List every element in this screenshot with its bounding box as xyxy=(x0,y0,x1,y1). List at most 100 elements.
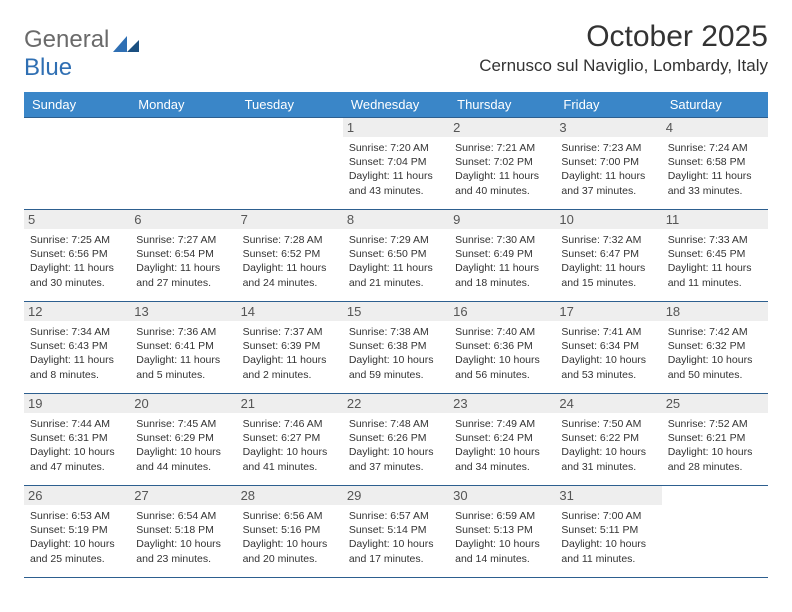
day-info: Sunrise: 7:34 AMSunset: 6:43 PMDaylight:… xyxy=(30,325,124,382)
day-info: Sunrise: 7:42 AMSunset: 6:32 PMDaylight:… xyxy=(668,325,762,382)
calendar-cell: 1 Sunrise: 7:20 AMSunset: 7:04 PMDaylight… xyxy=(343,118,449,210)
calendar-cell xyxy=(130,118,236,210)
calendar-cell: 6 Sunrise: 7:27 AMSunset: 6:54 PMDaylight… xyxy=(130,210,236,302)
day-number: 20 xyxy=(130,394,236,413)
day-info: Sunrise: 7:30 AMSunset: 6:49 PMDaylight:… xyxy=(455,233,549,290)
calendar-cell: 18 Sunrise: 7:42 AMSunset: 6:32 PMDayligh… xyxy=(662,302,768,394)
calendar-row: 12 Sunrise: 7:34 AMSunset: 6:43 PMDayligh… xyxy=(24,302,768,394)
calendar-cell: 11 Sunrise: 7:33 AMSunset: 6:45 PMDayligh… xyxy=(662,210,768,302)
day-number: 21 xyxy=(237,394,343,413)
day-number: 2 xyxy=(449,118,555,137)
calendar-cell: 14 Sunrise: 7:37 AMSunset: 6:39 PMDayligh… xyxy=(237,302,343,394)
calendar-cell: 25 Sunrise: 7:52 AMSunset: 6:21 PMDayligh… xyxy=(662,394,768,486)
calendar-cell: 5 Sunrise: 7:25 AMSunset: 6:56 PMDaylight… xyxy=(24,210,130,302)
day-info: Sunrise: 7:25 AMSunset: 6:56 PMDaylight:… xyxy=(30,233,124,290)
day-number: 17 xyxy=(555,302,661,321)
day-info: Sunrise: 7:52 AMSunset: 6:21 PMDaylight:… xyxy=(668,417,762,474)
day-info: Sunrise: 7:36 AMSunset: 6:41 PMDaylight:… xyxy=(136,325,230,382)
day-info: Sunrise: 6:59 AMSunset: 5:13 PMDaylight:… xyxy=(455,509,549,566)
calendar-cell: 10 Sunrise: 7:32 AMSunset: 6:47 PMDayligh… xyxy=(555,210,661,302)
day-number: 18 xyxy=(662,302,768,321)
day-info: Sunrise: 7:21 AMSunset: 7:02 PMDaylight:… xyxy=(455,141,549,198)
day-number: 31 xyxy=(555,486,661,505)
day-info: Sunrise: 7:28 AMSunset: 6:52 PMDaylight:… xyxy=(243,233,337,290)
day-number: 7 xyxy=(237,210,343,229)
day-info: Sunrise: 6:53 AMSunset: 5:19 PMDaylight:… xyxy=(30,509,124,566)
day-number: 1 xyxy=(343,118,449,137)
calendar-cell: 7 Sunrise: 7:28 AMSunset: 6:52 PMDaylight… xyxy=(237,210,343,302)
calendar-cell: 24Sunrise: 7:50 AMSunset: 6:22 PMDayligh… xyxy=(555,394,661,486)
day-number: 6 xyxy=(130,210,236,229)
calendar-cell: 2 Sunrise: 7:21 AMSunset: 7:02 PMDaylight… xyxy=(449,118,555,210)
day-number: 8 xyxy=(343,210,449,229)
calendar-cell: 27Sunrise: 6:54 AMSunset: 5:18 PMDayligh… xyxy=(130,486,236,578)
day-number: 19 xyxy=(24,394,130,413)
day-header: Saturday xyxy=(662,92,768,118)
day-info: Sunrise: 7:45 AMSunset: 6:29 PMDaylight:… xyxy=(136,417,230,474)
day-info: Sunrise: 7:41 AMSunset: 6:34 PMDaylight:… xyxy=(561,325,655,382)
day-info: Sunrise: 7:20 AMSunset: 7:04 PMDaylight:… xyxy=(349,141,443,198)
calendar-cell: 4Sunrise: 7:24 AMSunset: 6:58 PMDaylight… xyxy=(662,118,768,210)
calendar-cell: 16 Sunrise: 7:40 AMSunset: 6:36 PMDayligh… xyxy=(449,302,555,394)
calendar-cell: 3Sunrise: 7:23 AMSunset: 7:00 PMDaylight… xyxy=(555,118,661,210)
day-number: 26 xyxy=(24,486,130,505)
day-info: Sunrise: 7:38 AMSunset: 6:38 PMDaylight:… xyxy=(349,325,443,382)
calendar-row: 5 Sunrise: 7:25 AMSunset: 6:56 PMDaylight… xyxy=(24,210,768,302)
day-info: Sunrise: 7:33 AMSunset: 6:45 PMDaylight:… xyxy=(668,233,762,290)
day-info: Sunrise: 7:32 AMSunset: 6:47 PMDaylight:… xyxy=(561,233,655,290)
calendar-row: 19 Sunrise: 7:44 AMSunset: 6:31 PMDayligh… xyxy=(24,394,768,486)
day-info: Sunrise: 6:57 AMSunset: 5:14 PMDaylight:… xyxy=(349,509,443,566)
day-info: Sunrise: 7:00 AMSunset: 5:11 PMDaylight:… xyxy=(561,509,655,566)
day-number: 22 xyxy=(343,394,449,413)
calendar-cell: 21 Sunrise: 7:46 AMSunset: 6:27 PMDayligh… xyxy=(237,394,343,486)
day-info: Sunrise: 7:24 AMSunset: 6:58 PMDaylight:… xyxy=(668,141,762,198)
calendar-cell: 28Sunrise: 6:56 AMSunset: 5:16 PMDayligh… xyxy=(237,486,343,578)
location: Cernusco sul Naviglio, Lombardy, Italy xyxy=(479,56,768,76)
month-title: October 2025 xyxy=(479,20,768,54)
day-header: Wednesday xyxy=(343,92,449,118)
day-info: Sunrise: 7:46 AMSunset: 6:27 PMDaylight:… xyxy=(243,417,337,474)
calendar-cell: 22Sunrise: 7:48 AMSunset: 6:26 PMDayligh… xyxy=(343,394,449,486)
calendar-row: 1 Sunrise: 7:20 AMSunset: 7:04 PMDaylight… xyxy=(24,118,768,210)
day-info: Sunrise: 7:44 AMSunset: 6:31 PMDaylight:… xyxy=(30,417,124,474)
calendar-table: SundayMondayTuesdayWednesdayThursdayFrid… xyxy=(24,92,768,578)
day-info: Sunrise: 7:27 AMSunset: 6:54 PMDaylight:… xyxy=(136,233,230,290)
calendar-cell: 19 Sunrise: 7:44 AMSunset: 6:31 PMDayligh… xyxy=(24,394,130,486)
day-number: 5 xyxy=(24,210,130,229)
day-header: Sunday xyxy=(24,92,130,118)
day-info: Sunrise: 6:54 AMSunset: 5:18 PMDaylight:… xyxy=(136,509,230,566)
day-number: 11 xyxy=(662,210,768,229)
day-number: 13 xyxy=(130,302,236,321)
day-number: 10 xyxy=(555,210,661,229)
day-header: Friday xyxy=(555,92,661,118)
day-number: 14 xyxy=(237,302,343,321)
day-info: Sunrise: 7:40 AMSunset: 6:36 PMDaylight:… xyxy=(455,325,549,382)
calendar-cell: 9 Sunrise: 7:30 AMSunset: 6:49 PMDaylight… xyxy=(449,210,555,302)
calendar-cell: 12 Sunrise: 7:34 AMSunset: 6:43 PMDayligh… xyxy=(24,302,130,394)
day-number: 9 xyxy=(449,210,555,229)
day-number: 24 xyxy=(555,394,661,413)
calendar-cell: 15 Sunrise: 7:38 AMSunset: 6:38 PMDayligh… xyxy=(343,302,449,394)
day-number: 23 xyxy=(449,394,555,413)
calendar-cell xyxy=(237,118,343,210)
calendar-cell xyxy=(662,486,768,578)
day-info: Sunrise: 7:29 AMSunset: 6:50 PMDaylight:… xyxy=(349,233,443,290)
day-info: Sunrise: 7:23 AMSunset: 7:00 PMDaylight:… xyxy=(561,141,655,198)
day-number: 12 xyxy=(24,302,130,321)
day-header-row: SundayMondayTuesdayWednesdayThursdayFrid… xyxy=(24,92,768,118)
day-number: 28 xyxy=(237,486,343,505)
calendar-cell: 30 Sunrise: 6:59 AMSunset: 5:13 PMDayligh… xyxy=(449,486,555,578)
calendar-row: 26 Sunrise: 6:53 AMSunset: 5:19 PMDayligh… xyxy=(24,486,768,578)
day-number: 29 xyxy=(343,486,449,505)
logo-text-general: General xyxy=(24,26,109,54)
day-header: Tuesday xyxy=(237,92,343,118)
day-info: Sunrise: 7:37 AMSunset: 6:39 PMDaylight:… xyxy=(243,325,337,382)
day-number: 16 xyxy=(449,302,555,321)
calendar-cell xyxy=(24,118,130,210)
logo: General xyxy=(24,26,141,54)
logo-text-blue: Blue xyxy=(24,54,72,82)
calendar-cell: 13 Sunrise: 7:36 AMSunset: 6:41 PMDayligh… xyxy=(130,302,236,394)
day-number: 30 xyxy=(449,486,555,505)
day-number: 25 xyxy=(662,394,768,413)
day-number: 15 xyxy=(343,302,449,321)
